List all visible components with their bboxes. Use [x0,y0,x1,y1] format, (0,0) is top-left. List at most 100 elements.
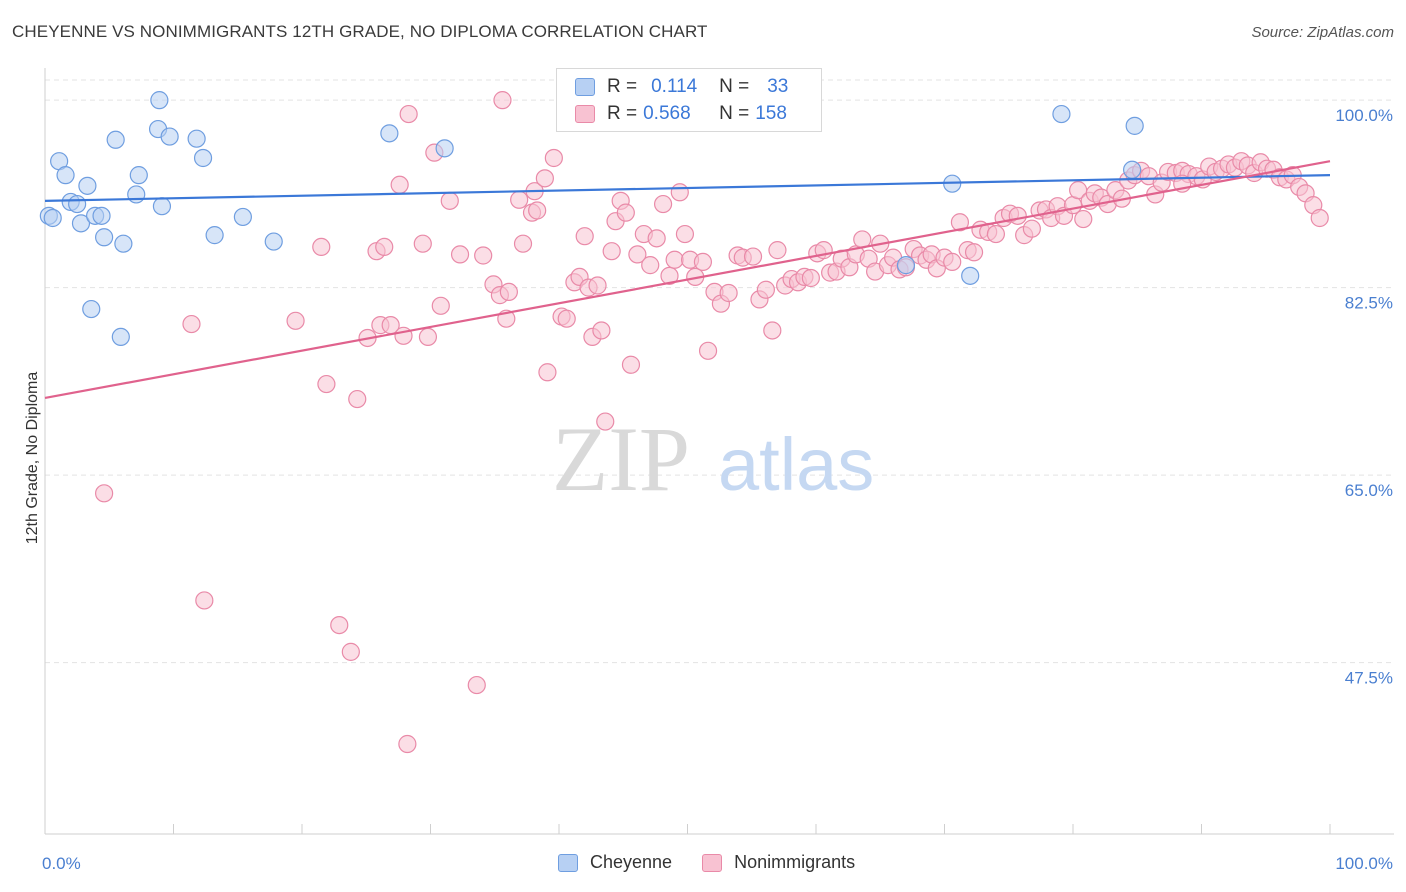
nonimmigrants-point [596,412,615,431]
nonimmigrants-point [557,309,576,328]
legend-n-label: N = [719,76,750,97]
nonimmigrants-point [588,276,607,295]
nonimmigrants-point [768,241,787,260]
nonimmigrants-point [647,229,666,248]
nonimmigrants-point [286,311,305,330]
cheyenne-point [114,234,133,253]
nonimmigrants-point [665,250,684,269]
legend-r-value: 0.568 [643,103,691,124]
cheyenne-point [160,127,179,146]
x-tick-label: 0.0% [42,854,81,873]
nonimmigrants-point [698,341,718,360]
nonimmigrants-point [510,190,529,209]
legend-swatch-nonimmigrants [575,105,595,123]
cheyenne-point [95,228,114,247]
legend-n-value: 33 [767,76,789,97]
nonimmigrants-point [535,169,554,188]
nonimmigrants-point [348,389,367,409]
watermark-atlas: atlas [718,423,874,506]
legend-item-cheyenne[interactable]: Cheyenne [558,852,672,873]
y-axis-label: 12th Grade, No Diploma [24,372,41,545]
nonimmigrants-point [719,283,738,303]
nonimmigrants-point [493,91,512,110]
source-label: Source: ZipAtlas.com [1251,24,1394,41]
nonimmigrants-point [528,201,547,220]
nonimmigrants-point [398,734,417,754]
chart-title: CHEYENNE VS NONIMMIGRANTS 12TH GRADE, NO… [12,22,708,41]
nonimmigrants-point [641,256,660,275]
legend-item-nonimmigrants[interactable]: Nonimmigrants [702,852,855,873]
cheyenne-point [56,166,75,185]
nonimmigrants-point [660,266,679,285]
legend-r-value: 0.114 [651,76,698,97]
nonimmigrants-point [592,321,611,340]
nonimmigrants-point [418,327,438,347]
legend-swatch-cheyenne [575,78,595,96]
nonimmigrants-point [195,591,214,610]
y-tick-label: 100.0% [1335,106,1393,125]
trend-lines [44,160,1331,400]
watermark: ZIP atlas [552,408,874,510]
nonimmigrants-point [628,245,647,264]
nonimmigrants-point [440,191,459,210]
nonimmigrants-point [544,148,563,168]
legend-n-value: 158 [755,103,787,124]
nonimmigrants-point [474,246,493,265]
cheyenne-point [264,232,283,251]
axes [44,68,1394,835]
nonimmigrants-point [312,237,331,257]
watermark-zip: ZIP [552,408,690,510]
x-tick-label: 100.0% [1335,854,1393,873]
nonimmigrants-point [95,484,114,503]
legend-label-nonimmigrants: Nonimmigrants [734,852,856,872]
tick-labels: 100.0% 82.5% 65.0% 47.5% 0.0% 100.0% [42,106,1393,873]
nonimmigrants-trend-line [44,160,1331,400]
legend-swatch-cheyenne [558,853,578,872]
cheyenne-point [92,206,111,225]
series-legend: Cheyenne Nonimmigrants [558,852,885,873]
cheyenne-point [187,129,206,148]
nonimmigrants-point [390,175,409,194]
cheyenne-point [43,208,62,228]
nonimmigrants-point [653,194,673,214]
nonimmigrants-point [1310,208,1329,228]
nonimmigrants-point [467,675,486,695]
nonimmigrants-point [450,245,470,264]
y-tick-label: 82.5% [1345,294,1393,313]
nonimmigrants-point [950,213,970,232]
nonimmigrants-point [513,234,533,253]
cheyenne-point [193,148,213,168]
nonimmigrants-point [375,237,394,257]
nonimmigrants-point [1074,209,1093,229]
cheyenne-point [71,214,91,233]
nonimmigrants-point [743,247,763,266]
y-tick-label: 47.5% [1345,669,1393,688]
cheyenne-point [127,185,146,204]
nonimmigrants-point [317,374,336,394]
nonimmigrants-point [1022,219,1041,238]
nonimmigrants-point [341,642,360,661]
legend-swatch-nonimmigrants [702,853,723,872]
stats-legend: R = 0.114 N = 33 R = 0.568 N = 158 [556,68,822,132]
cheyenne-point [233,207,252,227]
nonimmigrants-point [330,615,349,635]
nonimmigrants-point [431,296,450,315]
cheyenne-point [150,91,169,110]
cheyenne-point [205,226,224,245]
nonimmigrants-point [986,224,1006,244]
nonimmigrants-point [964,243,984,262]
cheyenne-point [896,256,916,275]
cheyenne-point [129,166,148,185]
nonimmigrants-point [756,280,775,299]
nonimmigrants-point [621,355,641,374]
nonimmigrants-point [675,224,695,244]
legend-label-cheyenne: Cheyenne [590,852,673,872]
nonimmigrants-point [616,203,635,222]
nonimmigrants-point [575,227,594,246]
nonimmigrants-point [801,268,820,288]
nonimmigrants-point [763,321,782,340]
nonimmigrants-point [1008,206,1027,225]
y-tick-label: 65.0% [1345,481,1393,500]
cheyenne-point [435,139,454,158]
